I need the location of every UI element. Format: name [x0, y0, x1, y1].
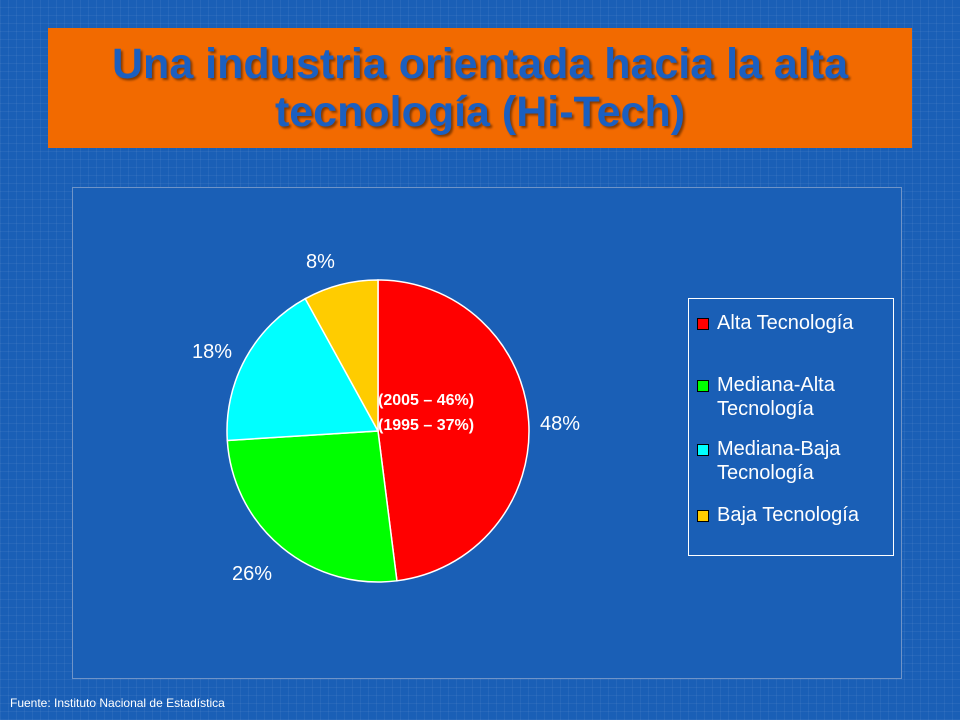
- legend-label-mediana-alta: Mediana-Alta Tecnología: [717, 374, 835, 420]
- legend-item-baja: Baja Tecnología: [697, 503, 859, 527]
- source-note: Fuente: Instituto Nacional de Estadístic…: [10, 696, 225, 710]
- legend-swatch-baja: [697, 510, 709, 522]
- legend-label-baja: Baja Tecnología: [717, 504, 859, 526]
- annotation-2005: (2005 – 46%): [378, 392, 474, 409]
- data-label-alta: 48%: [540, 413, 580, 435]
- pie-slices: [226, 279, 530, 583]
- annotation-1995: (1995 – 37%): [378, 417, 474, 434]
- legend-swatch-mediana-baja: [697, 444, 709, 456]
- legend-item-alta: Alta Tecnología: [697, 311, 853, 335]
- pie-slice-alta: [377, 279, 530, 582]
- pie-data-labels: 48% 26% 18% 8%: [192, 251, 580, 585]
- legend-swatch-alta: [697, 318, 709, 330]
- page-title: Una industria orientada hacia la alta te…: [112, 40, 848, 136]
- pie-slice-mediana-alta: [226, 430, 398, 583]
- data-label-baja: 8%: [306, 251, 335, 273]
- data-label-mediana-alta: 26%: [232, 563, 272, 585]
- data-label-mediana-baja: 18%: [192, 341, 232, 363]
- legend-swatch-mediana-alta: [697, 380, 709, 392]
- legend: Alta Tecnología Mediana-Alta Tecnología …: [688, 298, 894, 556]
- title-banner: Una industria orientada hacia la alta te…: [48, 28, 912, 148]
- legend-label-mediana-baja: Mediana-Baja Tecnología: [717, 438, 841, 484]
- legend-item-mediana-baja: Mediana-Baja Tecnología: [697, 437, 840, 485]
- legend-label-alta: Alta Tecnología: [717, 312, 854, 334]
- pie-slice-baja: [304, 279, 379, 432]
- pie-slice-mediana-baja: [226, 297, 380, 442]
- legend-item-mediana-alta: Mediana-Alta Tecnología: [697, 373, 835, 421]
